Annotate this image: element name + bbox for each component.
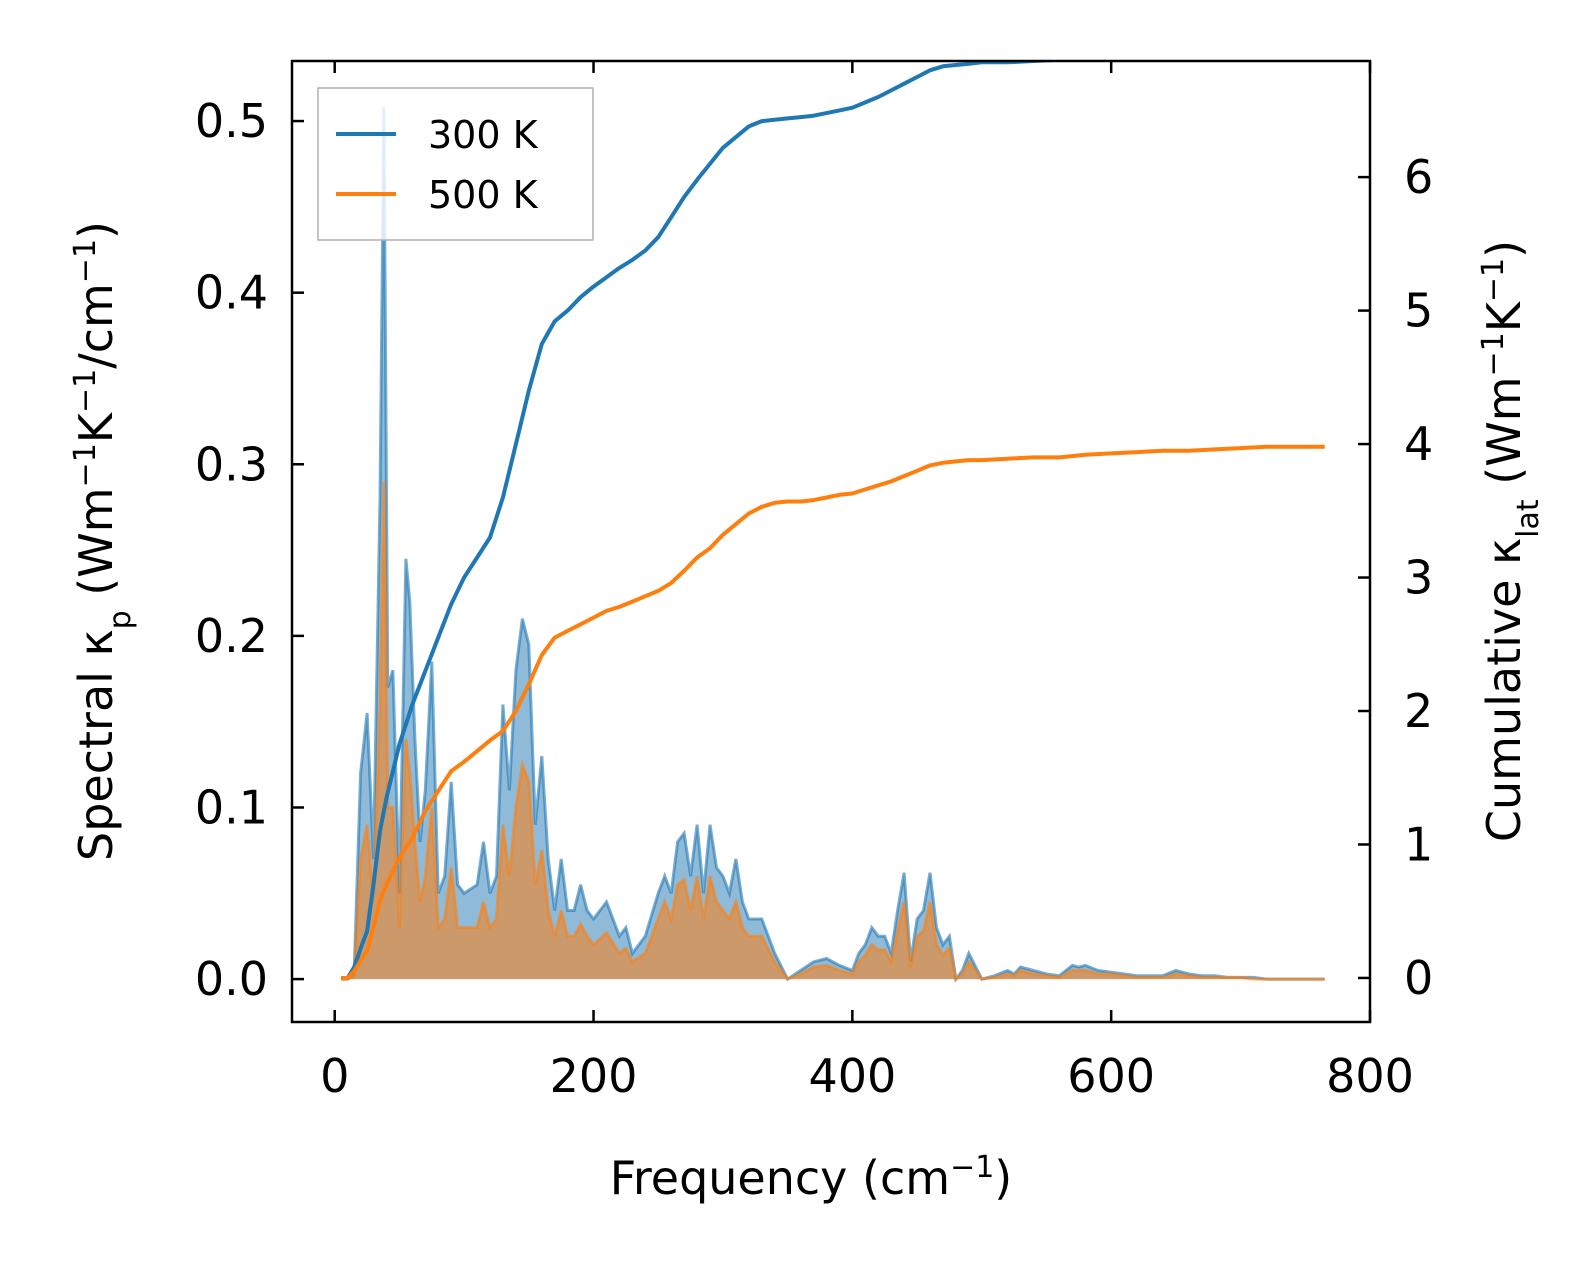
axis-titles: Frequency (cm−1) Spectral κp (Wm−1K−1/cm−…	[68, 221, 1546, 1205]
x-tick-label: 200	[550, 1049, 638, 1103]
x-tick-label: 600	[1067, 1049, 1155, 1103]
x-tick-label: 400	[808, 1049, 896, 1103]
y-right-tick-label: 0	[1404, 951, 1433, 1005]
y-right-tick-label: 1	[1404, 817, 1433, 871]
cumulative-line-500k	[341, 444, 1325, 980]
spectral-line-300k	[341, 107, 1325, 983]
spectral-area-500k	[341, 481, 1325, 980]
spectral-line-500k	[341, 481, 1325, 982]
x-tick-label: 0	[320, 1049, 349, 1103]
y-right-tick-label: 2	[1404, 684, 1433, 738]
axes-frame	[290, 59, 1372, 1024]
legend-label: 300 K	[428, 113, 539, 157]
y-right-tick-label: 5	[1404, 284, 1433, 338]
y-left-tick-label: 0.0	[195, 952, 268, 1006]
x-tick-label: 800	[1326, 1049, 1414, 1103]
legend: 300 K 500 K	[317, 87, 594, 241]
x-axis-title: Frequency (cm−1)	[610, 1150, 1013, 1206]
plot-area	[341, 61, 1325, 983]
y-right-tick-label: 3	[1404, 551, 1433, 605]
y-left-tick-label: 0.1	[195, 780, 268, 834]
y-left-tick-label: 0.5	[195, 94, 268, 148]
legend-box	[317, 87, 594, 241]
y-left-tick-label: 0.2	[195, 609, 268, 663]
y-left-tick-label: 0.4	[195, 266, 268, 320]
cumulative-line-300k	[341, 61, 1073, 980]
y-right-tick-label: 6	[1404, 150, 1433, 204]
legend-label: 500 K	[428, 173, 539, 217]
y-left-axis-title: Spectral κp (Wm−1K−1/cm−1)	[68, 221, 138, 861]
y-right-axis-title: Cumulative κlat (Wm−1K−1)	[1476, 240, 1546, 842]
y-right-tick-label: 4	[1404, 417, 1433, 471]
axes: 0 200 400 600 800 0.0 0.1 0.2 0.3 0.4 0.5 0 1 2 3 4 5 6	[195, 59, 1433, 1103]
y-left-tick-label: 0.3	[195, 437, 268, 491]
